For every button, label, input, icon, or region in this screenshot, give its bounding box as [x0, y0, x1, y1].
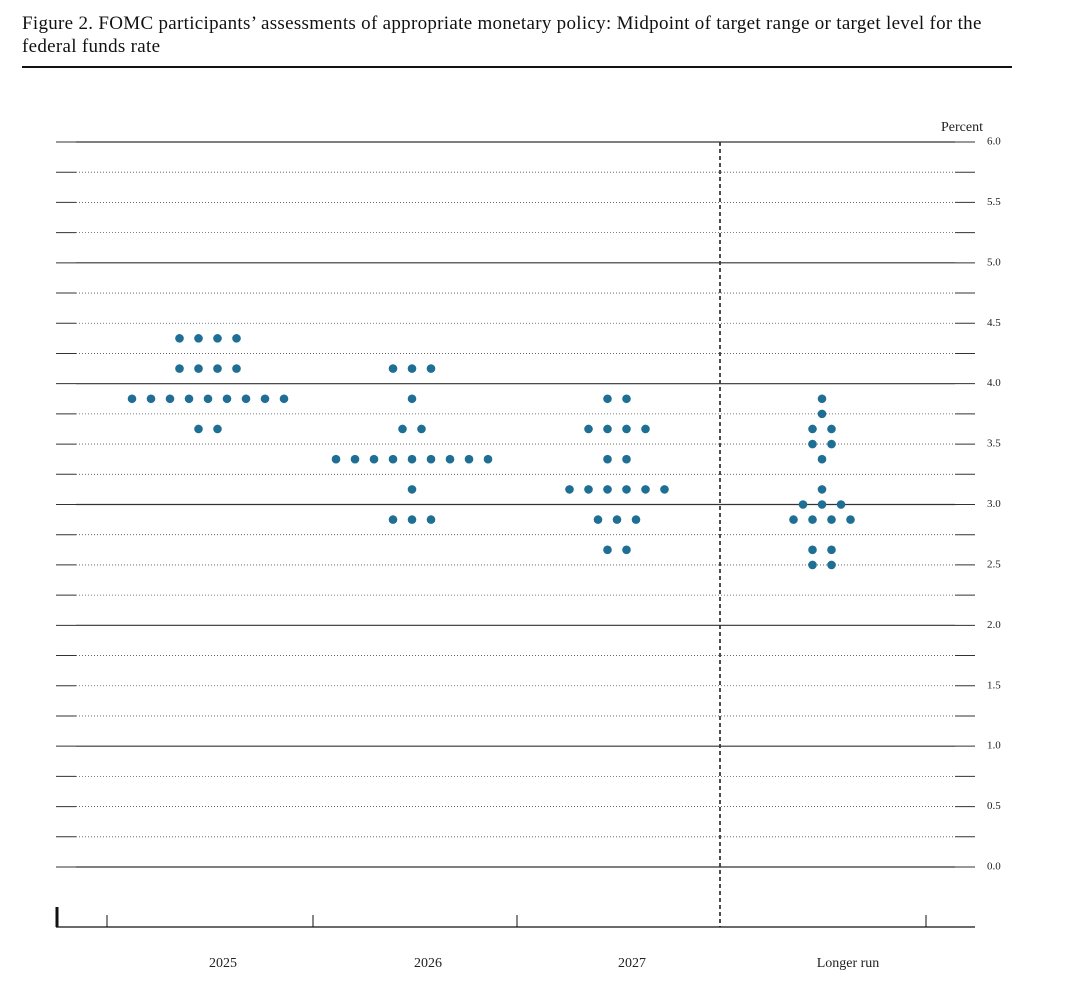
dot [369, 454, 379, 464]
dot [660, 485, 669, 494]
dot [194, 424, 203, 434]
y-tick-label: 4.5 [987, 317, 1001, 329]
dot [808, 515, 817, 524]
y-tick-label: 5.5 [987, 196, 1001, 208]
dot [603, 394, 612, 404]
dot [388, 454, 398, 464]
dot [622, 424, 631, 434]
dot [279, 394, 289, 404]
dot [445, 454, 455, 464]
dot [127, 394, 137, 404]
dot [213, 424, 222, 434]
dot [388, 364, 398, 373]
dot [232, 334, 241, 343]
dot [789, 515, 798, 524]
title-rule [22, 66, 1012, 68]
dot [827, 545, 836, 555]
y-tick-label: 4.0 [987, 377, 1001, 389]
dot [175, 364, 184, 373]
x-tick-label: Longer run [817, 956, 880, 971]
y-tick-label: 1.0 [987, 740, 1001, 752]
dot [407, 454, 417, 464]
dot [603, 545, 612, 555]
dot [184, 394, 194, 404]
dot [808, 439, 817, 449]
dot [241, 394, 251, 404]
y-tick-label: 2.5 [987, 558, 1001, 570]
dot [817, 485, 827, 494]
chart-title: Figure 2. FOMC participants’ assessments… [22, 13, 982, 57]
y-tick-label: 0.0 [987, 861, 1001, 873]
dot [350, 454, 360, 464]
dot [213, 334, 222, 343]
dot [407, 364, 417, 373]
dot [146, 394, 156, 404]
x-tick-label: 2025 [209, 956, 237, 971]
dot [603, 424, 612, 434]
dot [584, 485, 593, 494]
dot [817, 409, 827, 419]
dot [388, 515, 398, 524]
y-tick-label: 5.0 [987, 256, 1001, 268]
dot [331, 454, 341, 464]
y-tick-label: 3.5 [987, 438, 1001, 450]
dot [808, 560, 817, 570]
dot [827, 560, 836, 570]
dot [808, 424, 817, 434]
y-tick-label: 1.5 [987, 679, 1001, 691]
dot [827, 439, 836, 449]
dot [817, 454, 827, 464]
dot [194, 364, 203, 373]
dot [622, 394, 631, 404]
dot [593, 515, 603, 524]
x-tick-label: 2026 [414, 956, 442, 971]
dot [426, 515, 436, 524]
dot [194, 334, 203, 343]
dot [808, 545, 817, 555]
dot [827, 424, 836, 434]
dot [417, 424, 426, 434]
y-tick-label: 2.0 [987, 619, 1001, 631]
dot [641, 485, 650, 494]
dot [407, 485, 417, 494]
dot [398, 424, 407, 434]
dot [817, 500, 827, 509]
dot [426, 364, 436, 373]
x-tick-label: 2027 [618, 956, 646, 971]
dot [622, 454, 631, 464]
dot [631, 515, 641, 524]
y-tick-label: 0.5 [987, 800, 1001, 812]
dot [827, 515, 836, 524]
y-tick-label: 6.0 [987, 136, 1001, 148]
dot [603, 454, 612, 464]
dot [641, 424, 650, 434]
dot [565, 485, 574, 494]
dot [426, 454, 436, 464]
dot [175, 334, 184, 343]
dot [165, 394, 175, 404]
dot [222, 394, 232, 404]
dot [407, 515, 417, 524]
dot [836, 500, 846, 509]
dot [203, 394, 213, 404]
dot [622, 545, 631, 555]
dot [584, 424, 593, 434]
y-axis-label: Percent [941, 120, 983, 135]
dot [817, 394, 827, 404]
dot [846, 515, 855, 524]
dot [260, 394, 270, 404]
dot [798, 500, 808, 509]
dot [407, 394, 417, 404]
dot [483, 454, 493, 464]
dot [464, 454, 474, 464]
dot [213, 364, 222, 373]
dot [603, 485, 612, 494]
y-tick-label: 3.0 [987, 498, 1001, 510]
dot [232, 364, 241, 373]
dot [612, 515, 622, 524]
dot [622, 485, 631, 494]
